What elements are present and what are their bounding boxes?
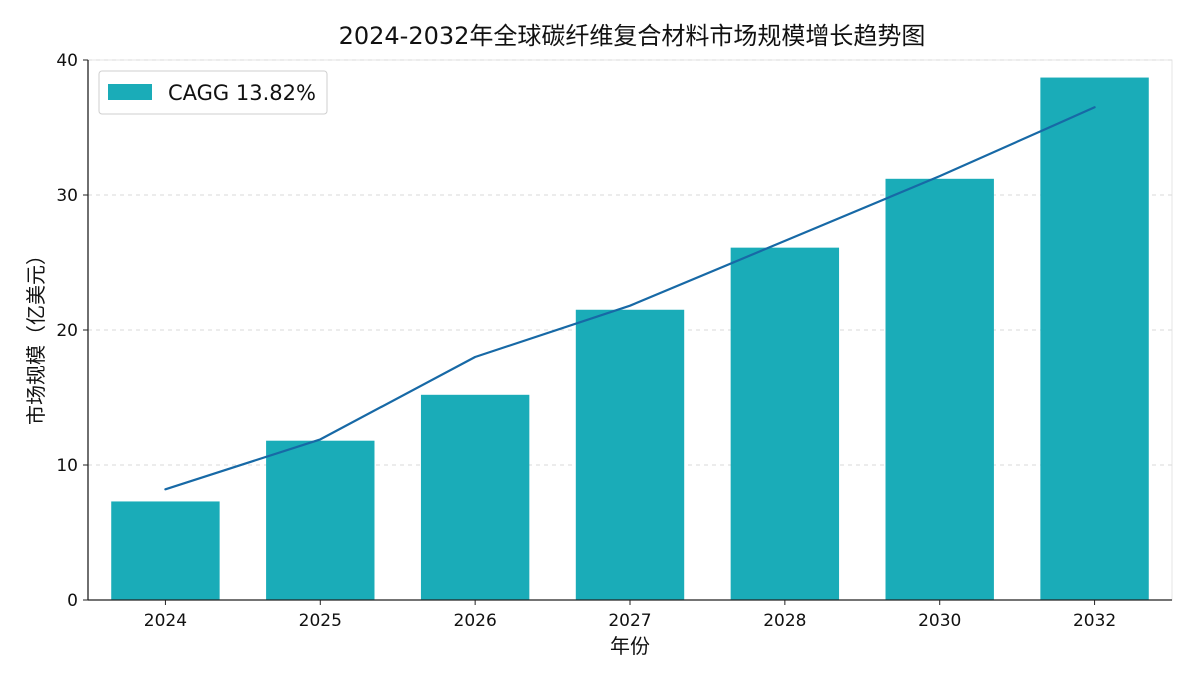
x-tick-label: 2030 xyxy=(918,611,961,631)
bar xyxy=(1040,77,1149,601)
x-tick-label: 2027 xyxy=(608,611,651,631)
bar xyxy=(730,247,840,600)
y-tick-label: 30 xyxy=(56,186,78,206)
legend-swatch xyxy=(108,84,152,100)
y-tick-label: 0 xyxy=(67,591,78,611)
y-tick-label: 40 xyxy=(56,51,78,71)
bar xyxy=(575,309,685,600)
line-layer xyxy=(164,106,1096,491)
chart-title: 2024-2032年全球碳纤维复合材料市场规模增长趋势图 xyxy=(339,22,926,50)
legend-label: CAGG 13.82% xyxy=(168,81,316,105)
bar xyxy=(111,501,220,600)
legend: CAGG 13.82% xyxy=(98,70,328,115)
y-tick-label: 20 xyxy=(56,321,78,341)
x-tick-label: 2032 xyxy=(1073,611,1116,631)
bar xyxy=(266,440,375,600)
legend-frame xyxy=(98,70,328,115)
bar-layer xyxy=(111,77,1149,601)
x-tick-label: 2025 xyxy=(299,611,342,631)
y-tick-label: 10 xyxy=(56,456,78,476)
y-axis-title: 市场规模（亿美元） xyxy=(24,245,48,425)
x-tick-label: 2026 xyxy=(454,611,497,631)
trend-line xyxy=(164,106,1096,491)
bar xyxy=(885,178,994,601)
x-axis-title: 年份 xyxy=(610,634,650,658)
x-tick-label: 2024 xyxy=(144,611,187,631)
bar xyxy=(420,394,530,600)
x-tick-label: 2028 xyxy=(763,611,806,631)
